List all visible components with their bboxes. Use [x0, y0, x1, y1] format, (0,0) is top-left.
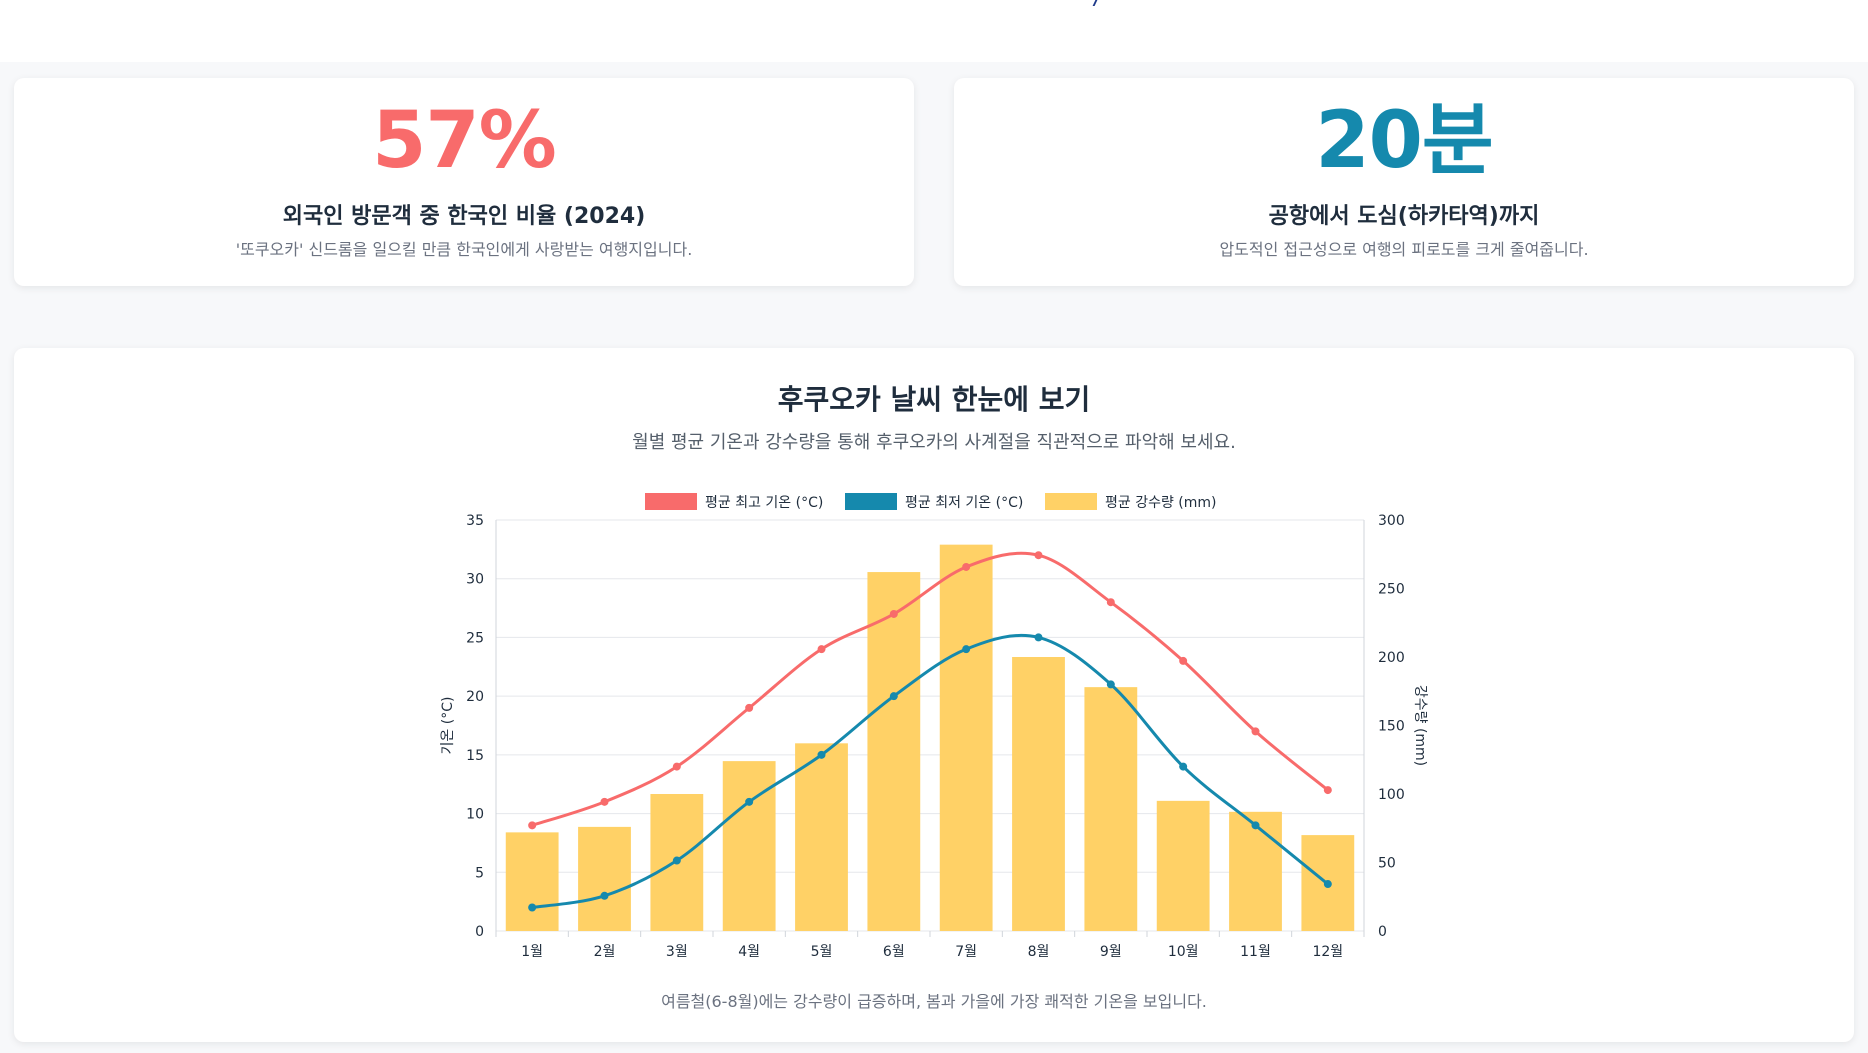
stat-title: 외국인 방문객 중 한국인 비율 (2024) — [282, 204, 646, 229]
max-temp-point — [1323, 786, 1332, 795]
stat-card-airport-distance: 20분 공항에서 도심(하카타역)까지 압도적인 접근성으로 여행의 피로도를 … — [954, 78, 1854, 286]
chart-title: 후쿠오카 날씨 한눈에 보기 — [777, 383, 1091, 416]
legend-label: 평균 최고 기온 (°C) — [705, 495, 823, 511]
y2-tick-label: 50 — [1378, 856, 1396, 872]
y-axis-title: 기온 (°C) — [440, 697, 456, 755]
x-tick-label: 1월 — [521, 944, 543, 960]
precip-bar — [939, 544, 993, 931]
y2-tick-label: 150 — [1378, 719, 1405, 735]
weather-chart-card: 후쿠오카 날씨 한눈에 보기 월별 평균 기온과 강수량을 통해 후쿠오카의 사… — [14, 348, 1854, 1042]
precip-bar — [1084, 687, 1138, 931]
y2-tick-label: 100 — [1378, 787, 1405, 803]
header-fragment-mark — [1084, 0, 1098, 6]
max-temp-point — [672, 762, 681, 771]
y-tick-label: 20 — [466, 689, 484, 705]
max-temp-point — [1106, 598, 1115, 607]
y2-tick-label: 200 — [1378, 650, 1405, 666]
max-temp-point — [962, 562, 971, 571]
precip-bar — [505, 832, 559, 931]
legend-label: 평균 강수량 (mm) — [1105, 495, 1217, 511]
precip-bar — [867, 572, 921, 931]
legend-swatch — [845, 493, 897, 510]
min-temp-point — [1179, 762, 1188, 771]
max-temp-point — [600, 797, 609, 806]
x-tick-label: 11월 — [1240, 944, 1271, 960]
stat-value: 20분 — [1315, 96, 1493, 186]
x-tick-label: 7월 — [955, 944, 977, 960]
legend-swatch — [645, 493, 697, 510]
legend-swatch — [1045, 493, 1097, 510]
min-temp-point — [745, 797, 754, 806]
max-temp-point — [889, 609, 898, 618]
min-temp-point — [889, 692, 898, 701]
stat-title: 공항에서 도심(하카타역)까지 — [1268, 204, 1540, 229]
max-temp-line — [531, 551, 1329, 827]
top-header-band — [0, 0, 1868, 62]
stat-value: 57% — [372, 96, 557, 186]
x-tick-label: 5월 — [811, 944, 833, 960]
max-temp-point — [1179, 656, 1188, 665]
precip-bar — [1012, 657, 1065, 931]
y-tick-label: 25 — [466, 630, 484, 646]
min-temp-point — [528, 903, 537, 912]
stat-description: 압도적인 접근성으로 여행의 피로도를 크게 줄여줍니다. — [1219, 240, 1589, 259]
min-temp-point — [1106, 680, 1115, 689]
y-tick-label: 35 — [466, 513, 484, 529]
min-temp-point — [600, 891, 609, 900]
chart-subtitle: 월별 평균 기온과 강수량을 통해 후쿠오카의 사계절을 직관적으로 파악해 보… — [632, 432, 1236, 453]
x-tick-label: 9월 — [1100, 944, 1122, 960]
y2-tick-label: 0 — [1378, 924, 1387, 940]
min-temp-point — [962, 645, 971, 654]
max-temp-point — [1251, 727, 1260, 736]
y-tick-label: 10 — [466, 807, 484, 823]
x-tick-label: 2월 — [594, 944, 616, 960]
min-temp-point — [817, 750, 826, 759]
x-tick-label: 3월 — [666, 944, 688, 960]
x-tick-label: 10월 — [1168, 944, 1199, 960]
min-temp-point — [1323, 880, 1332, 889]
max-temp-point — [817, 645, 826, 654]
legend-label: 평균 최저 기온 (°C) — [905, 495, 1023, 511]
y-tick-label: 0 — [475, 924, 484, 940]
max-temp-point — [528, 821, 537, 830]
precip-bar — [1156, 800, 1210, 931]
y-tick-label: 30 — [466, 572, 484, 588]
min-temp-point — [1034, 633, 1043, 642]
chart-note: 여름철(6-8월)에는 강수량이 급증하며, 봄과 가을에 가장 쾌적한 기온을… — [661, 992, 1207, 1011]
y-tick-label: 15 — [466, 748, 484, 764]
stat-description: '또쿠오카' 신드롬을 일으킬 만큼 한국인에게 사랑받는 여행지입니다. — [235, 240, 693, 259]
max-temp-point — [1034, 551, 1043, 560]
weather-chart: 0 5 10 15 20 25 30 35 0 50 100 150 200 250 300 1월 2월 3월 4월… — [440, 493, 1428, 960]
precip-bar — [722, 761, 776, 931]
stat-card-korean-ratio: 57% 외국인 방문객 중 한국인 비율 (2024) '또쿠오카' 신드롬을 … — [14, 78, 914, 286]
x-tick-label: 6월 — [883, 944, 905, 960]
y-tick-label: 5 — [475, 865, 484, 881]
x-tick-label: 8월 — [1028, 944, 1050, 960]
precip-bar — [795, 743, 848, 931]
min-temp-point — [672, 856, 681, 865]
precip-bar — [1229, 811, 1282, 931]
min-temp-point — [1251, 821, 1260, 830]
x-tick-label: 12월 — [1312, 944, 1343, 960]
y2-tick-label: 300 — [1378, 513, 1405, 529]
y2-axis-title: 강수량 (mm) — [1412, 685, 1428, 766]
precip-bar — [578, 826, 631, 931]
x-tick-label: 4월 — [738, 944, 760, 960]
y2-tick-label: 250 — [1378, 582, 1405, 598]
max-temp-point — [745, 703, 754, 712]
